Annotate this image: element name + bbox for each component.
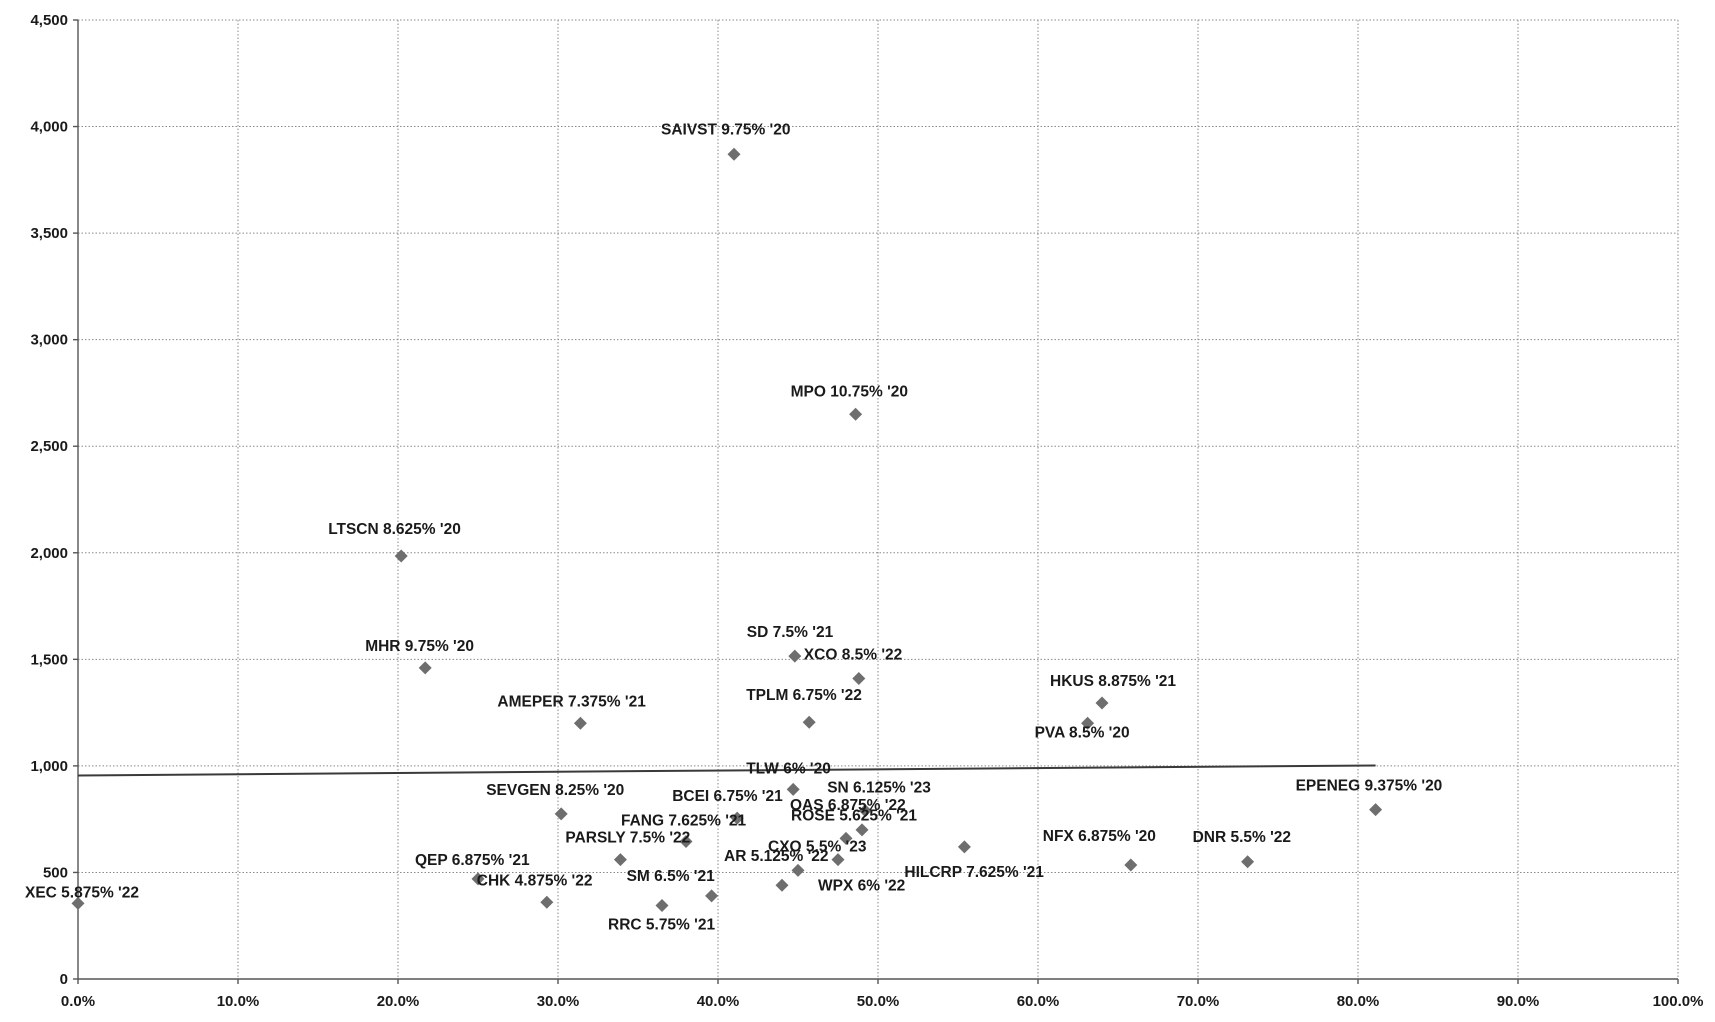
- data-point: [786, 782, 800, 796]
- x-tick-label: 100.0%: [1653, 993, 1704, 1010]
- x-tick-label: 80.0%: [1337, 993, 1380, 1010]
- data-label: NFX 6.875% '20: [1043, 828, 1156, 845]
- data-label: XEC 5.875% '22: [25, 884, 139, 901]
- y-tick-label: 3,000: [30, 332, 68, 349]
- y-tick-label: 3,500: [30, 225, 68, 242]
- data-point: [613, 853, 627, 867]
- data-label: XCO 8.5% '22: [804, 647, 902, 664]
- data-point: [727, 147, 741, 161]
- data-point: [679, 835, 693, 849]
- x-tick-label: 50.0%: [857, 993, 900, 1010]
- x-tick-label: 40.0%: [697, 993, 740, 1010]
- data-label: ROSE 5.625% '21: [791, 807, 917, 824]
- y-tick-label: 0: [60, 971, 68, 988]
- data-point: [1095, 696, 1109, 710]
- data-label: WPX 6% '22: [818, 877, 905, 894]
- data-point: [730, 811, 744, 825]
- y-tick-label: 1,000: [30, 758, 68, 775]
- x-tick-label: 70.0%: [1177, 993, 1220, 1010]
- data-label: OAS 6.875% '22: [790, 797, 906, 814]
- y-tick-label: 1,500: [30, 651, 68, 668]
- data-label: PARSLY 7.5% '22: [565, 830, 690, 847]
- data-label: TLW 6% '20: [746, 760, 831, 777]
- x-tick-label: 10.0%: [217, 993, 260, 1010]
- data-label: SEVGEN 8.25% '20: [486, 782, 624, 799]
- data-label: AR 5.125% '22: [724, 848, 829, 865]
- data-point: [554, 807, 568, 821]
- data-point: [394, 549, 408, 563]
- data-point: [705, 889, 719, 903]
- data-label: CHK 4.875% '22: [477, 872, 593, 889]
- data-point: [418, 661, 432, 675]
- data-point: [802, 715, 816, 729]
- data-points: [71, 147, 1383, 912]
- data-label: HKUS 8.875% '21: [1050, 673, 1176, 690]
- data-point: [858, 804, 872, 818]
- data-label: AMEPER 7.375% '21: [497, 693, 646, 710]
- data-point: [855, 823, 869, 837]
- data-label: SN 6.125% '23: [827, 780, 931, 797]
- data-label: QEP 6.875% '21: [415, 852, 530, 869]
- y-tick-label: 500: [43, 864, 68, 881]
- data-label: MHR 9.75% '20: [365, 638, 474, 655]
- x-axis-ticks: 0.0% 10.0% 20.0% 30.0% 40.0% 50.0% 60.0% 70.0% 8…: [61, 993, 1704, 1010]
- data-label: PVA 8.5% '20: [1035, 724, 1130, 741]
- y-tick-label: 2,500: [30, 438, 68, 455]
- y-tick-label: 4,000: [30, 119, 68, 136]
- data-point: [655, 898, 669, 912]
- trendline: [77, 764, 1376, 777]
- x-tick-label: 90.0%: [1497, 993, 1540, 1010]
- data-label: MPO 10.75% '20: [791, 383, 908, 400]
- data-point: [540, 895, 554, 909]
- data-label: FANG 7.625% '21: [621, 813, 747, 830]
- trendline-layer: [77, 764, 1376, 777]
- data-point: [1124, 858, 1138, 872]
- data-label: DNR 5.5% '22: [1193, 829, 1291, 846]
- x-tick-label: 20.0%: [377, 993, 420, 1010]
- axes: [73, 19, 1679, 984]
- data-point: [957, 840, 971, 854]
- data-label: BCEI 6.75% '21: [672, 788, 783, 805]
- data-label: SAIVST 9.75% '20: [661, 121, 790, 138]
- data-point: [852, 672, 866, 686]
- data-point: [71, 896, 85, 910]
- data-label: EPENEG 9.375% '20: [1296, 778, 1443, 795]
- data-label: LTSCN 8.625% '20: [328, 521, 461, 538]
- data-point: [573, 716, 587, 730]
- data-label: CXO 5.5% '23: [768, 839, 867, 856]
- data-label: SM 6.5% '21: [627, 868, 715, 885]
- data-point: [1081, 716, 1095, 730]
- data-point: [775, 878, 789, 892]
- data-point: [791, 863, 805, 877]
- data-point: [788, 649, 802, 663]
- y-axis-ticks: 0 500 1,000 1,500 2,000 2,500 3,000 3,500 4,000 4…: [30, 12, 68, 988]
- data-label: TPLM 6.75% '22: [746, 687, 862, 704]
- x-tick-label: 30.0%: [537, 993, 580, 1010]
- data-point: [839, 831, 853, 845]
- x-tick-label: 0.0%: [61, 993, 95, 1010]
- y-tick-label: 4,500: [30, 12, 68, 29]
- data-label: HILCRP 7.625% '21: [904, 864, 1044, 881]
- data-point: [1241, 855, 1255, 869]
- data-label: RRC 5.75% '21: [608, 916, 715, 933]
- data-label: SD 7.5% '21: [747, 624, 834, 641]
- gridlines: [78, 19, 1679, 979]
- x-tick-label: 60.0%: [1017, 993, 1060, 1010]
- data-point: [849, 407, 863, 421]
- data-point: [831, 853, 845, 867]
- data-point: [1369, 803, 1383, 817]
- y-tick-label: 2,000: [30, 545, 68, 562]
- point-labels: XEC 5.875% '22 QEP 6.875% '21 CHK 4.875% '…: [25, 121, 1442, 933]
- data-point: [471, 872, 485, 886]
